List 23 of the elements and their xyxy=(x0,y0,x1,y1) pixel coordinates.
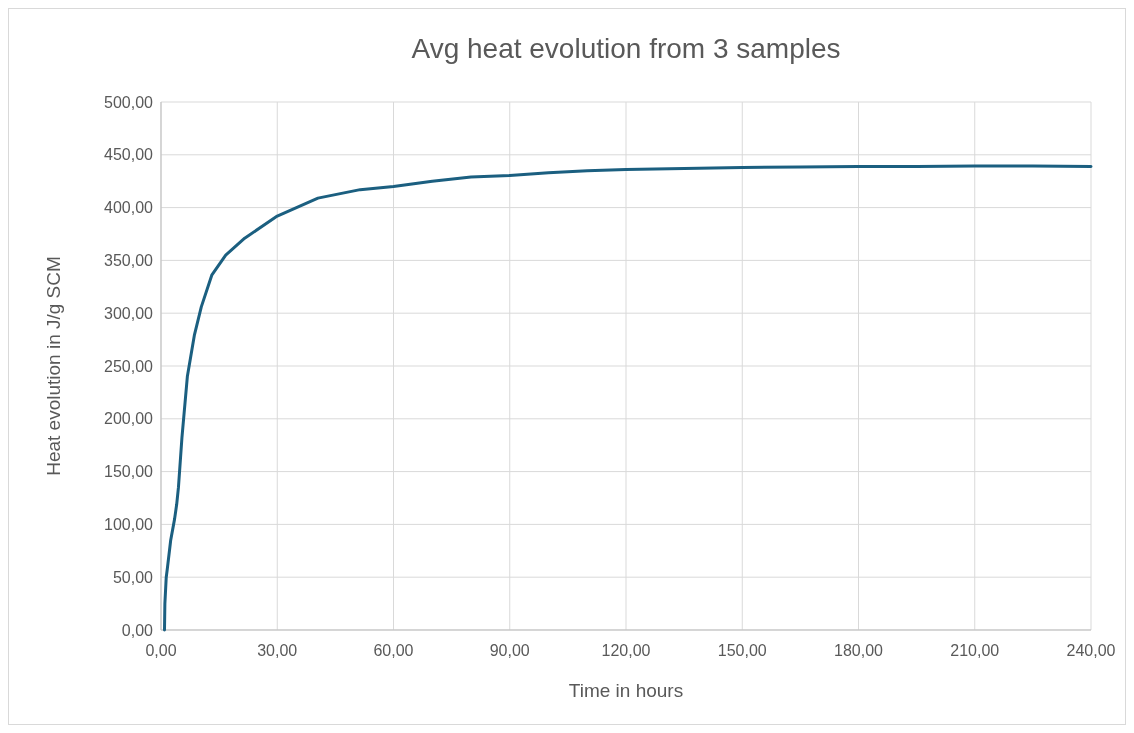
x-tick-label: 180,00 xyxy=(834,642,884,659)
y-tick-label: 50,00 xyxy=(112,568,154,586)
x-tick-label: 0,00 xyxy=(145,642,177,659)
chart-title: Avg heat evolution from 3 samples xyxy=(411,33,841,64)
y-tick-label: 500,00 xyxy=(104,93,154,111)
x-tick-label: 90,00 xyxy=(489,642,530,659)
x-axis-title: Time in hours xyxy=(568,680,684,701)
y-tick-label: 450,00 xyxy=(104,146,154,164)
y-tick-label: 0,00 xyxy=(121,621,154,639)
x-tick-label: 120,00 xyxy=(601,642,651,659)
x-tick-label: 240,00 xyxy=(1066,642,1116,659)
x-tick-label: 60,00 xyxy=(373,642,414,659)
x-tick-label: 30,00 xyxy=(257,642,298,659)
y-tick-label: 400,00 xyxy=(104,199,154,217)
x-tick-label: 150,00 xyxy=(717,642,767,659)
y-tick-label: 350,00 xyxy=(104,252,154,269)
y-tick-label: 250,00 xyxy=(104,357,154,375)
y-tick-label: 150,00 xyxy=(104,463,154,481)
y-tick-label: 200,00 xyxy=(104,410,154,428)
y-axis-title: Heat evolution in J/g SCM xyxy=(43,256,64,476)
y-tick-label: 100,00 xyxy=(104,516,154,533)
x-tick-label: 210,00 xyxy=(950,642,1000,659)
y-tick-label: 300,00 xyxy=(104,304,154,322)
